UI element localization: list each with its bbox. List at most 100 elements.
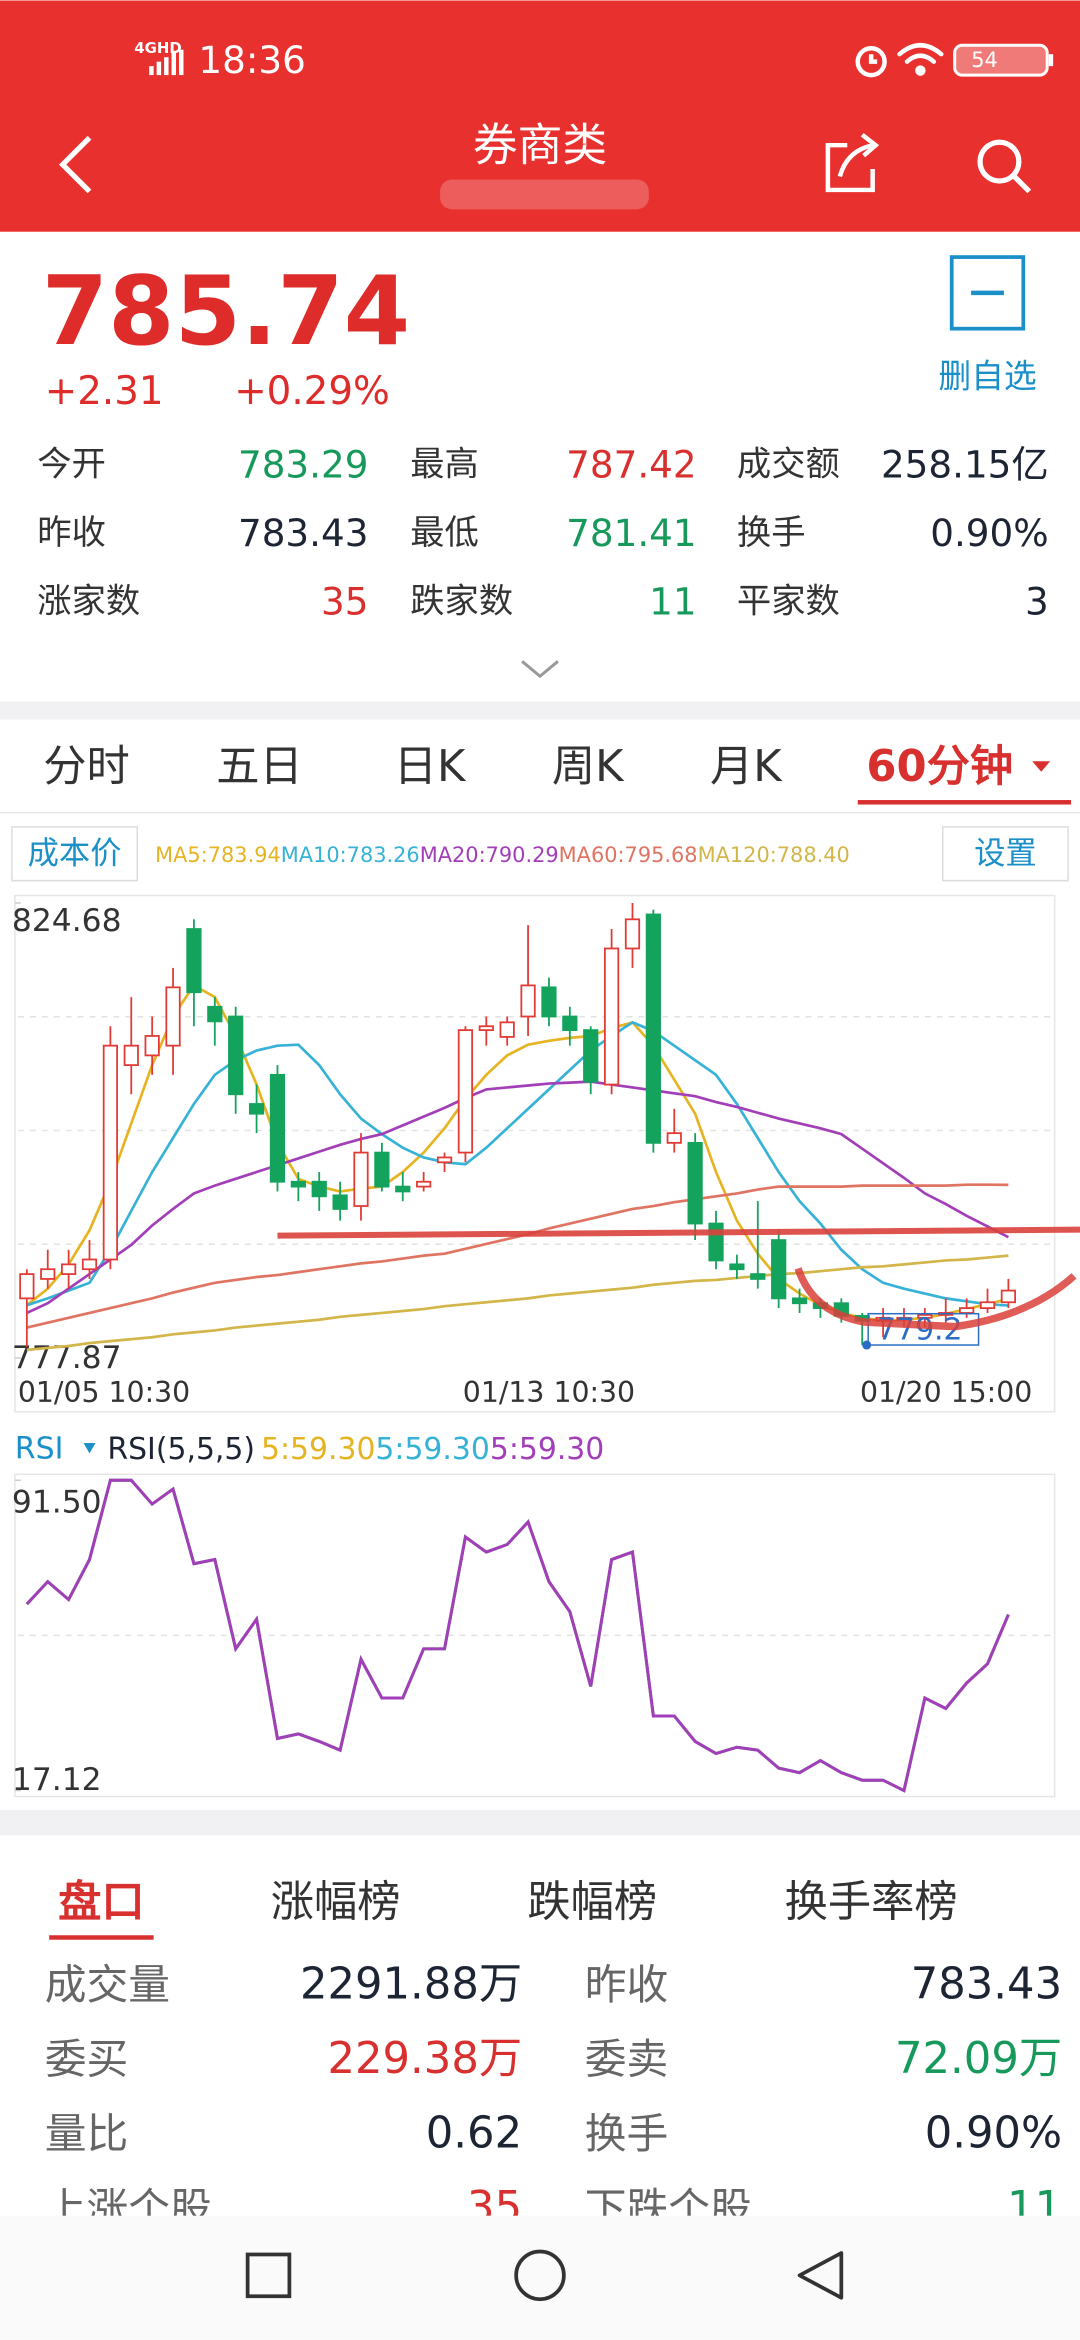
y-tick-label: 91.50 [12, 1485, 102, 1521]
orderbook-label: 量比 [45, 2109, 128, 2158]
y-tick-label: 824.68 [12, 903, 122, 939]
rsi-legend-item: 5:59.30 [490, 1431, 604, 1466]
stat-label: 最高 [410, 444, 479, 484]
stat-label: 成交额 [737, 444, 840, 484]
period-tab[interactable]: 月K [710, 742, 783, 792]
rsi-dropdown[interactable] [83, 1442, 96, 1454]
orderbook-label: 昨收 [585, 1960, 669, 2009]
candle-body [624, 918, 641, 950]
candle-body [541, 986, 557, 1018]
candle-body [332, 1194, 348, 1210]
list-tab[interactable]: 盘口 [58, 1877, 145, 1927]
battery-tip [1048, 54, 1054, 67]
orderbook-value: 2291.88万 [300, 1959, 522, 2009]
low-label: 779.2 [877, 1313, 962, 1348]
ma-legend-item: MA120:788.40 [698, 843, 850, 867]
candle-body [583, 1029, 599, 1083]
nav-back[interactable] [797, 2251, 844, 2300]
candle-body [520, 984, 536, 1018]
candle-body [416, 1180, 432, 1188]
stat-label: 昨收 [37, 513, 106, 553]
stat-value: 11 [649, 580, 696, 624]
back-button[interactable] [58, 135, 92, 194]
candle-body [165, 986, 181, 1047]
orderbook-label: 委卖 [585, 2035, 669, 2084]
period-tab[interactable]: 五日 [216, 742, 303, 792]
rsi-legend-item: 5:59.30 [261, 1431, 375, 1466]
settings-button[interactable] [942, 826, 1069, 882]
stat-label: 最低 [410, 513, 479, 553]
candle-body [1000, 1289, 1017, 1304]
candle-body [499, 1021, 515, 1038]
candle-body [729, 1263, 745, 1271]
list-tab[interactable]: 涨幅榜 [271, 1877, 401, 1927]
list-tabs: 盘口 涨幅榜 跌幅榜 换手率榜 [49, 1877, 958, 1940]
share-button[interactable] [825, 132, 880, 193]
candle-body [311, 1180, 327, 1198]
watch-button[interactable] [949, 255, 1026, 331]
period-tab[interactable]: 周K [552, 742, 625, 792]
candle-body [645, 913, 661, 1144]
candle-body [61, 1263, 77, 1275]
candle-body [436, 1156, 453, 1164]
orderbook-value: 72.09万 [895, 2034, 1062, 2084]
ma-legend-item: MA10:783.26 [281, 843, 420, 867]
x-tick-label: 01/20 15:00 [860, 1376, 1032, 1409]
candle-body [248, 1103, 265, 1115]
change-pct: +0.29% [234, 369, 390, 414]
stat-label: 跌家数 [410, 582, 513, 622]
search-button[interactable] [977, 139, 1032, 194]
price: 785.74 [42, 255, 410, 367]
cost-label[interactable]: 成本价 [28, 836, 122, 872]
nav-home[interactable] [514, 2249, 566, 2302]
candle-body [290, 1180, 306, 1188]
rsi-chart: 91.50 17.12 [12, 1478, 1052, 1798]
list-tab[interactable]: 换手率榜 [785, 1877, 958, 1927]
ma-legend: MA5:783.94MA10:783.26MA20:790.29MA60:795… [155, 843, 850, 867]
orderbook-value: 0.62 [426, 2109, 522, 2159]
rsi-selector[interactable]: RSI [15, 1431, 63, 1466]
candle-body [896, 1316, 912, 1321]
rsi-legend-item: 5:59.30 [375, 1431, 489, 1466]
candle-body [687, 1141, 703, 1225]
orderbook-label: 换手 [585, 2109, 669, 2158]
list-tab[interactable]: 跌幅榜 [527, 1877, 657, 1927]
battery-icon [953, 43, 1049, 77]
rsi-line [25, 1478, 1010, 1793]
stat-value: 258.15亿 [881, 442, 1049, 486]
tab-dropdown[interactable] [1032, 761, 1051, 772]
orderbook-value: 229.38万 [328, 2034, 523, 2084]
divider [0, 811, 1080, 814]
drawn-line [277, 1226, 1080, 1239]
kline-frame [14, 894, 1056, 1413]
stat-value: 3 [1025, 580, 1049, 624]
drawn-curve [794, 1267, 1077, 1331]
period-tab[interactable]: 分时 [43, 742, 130, 792]
stat-label: 换手 [737, 513, 806, 553]
candle-body [666, 1132, 682, 1144]
battery-level: 54 [971, 48, 998, 72]
candle-body [374, 1151, 390, 1188]
orderbook-value: 0.90% [925, 2109, 1062, 2159]
candle-body [771, 1239, 787, 1300]
expand-chevron[interactable] [521, 660, 559, 679]
candle-body [186, 928, 202, 994]
watch-label[interactable]: 删自选 [938, 357, 1036, 395]
candle-body [708, 1222, 724, 1262]
cost-button[interactable] [11, 826, 138, 882]
period-tab[interactable]: 60分钟 [866, 742, 1013, 792]
candle-body [102, 1044, 118, 1261]
settings-label[interactable]: 设置 [974, 836, 1037, 872]
ma-legend-item: MA20:790.29 [420, 843, 559, 867]
ma-legend-item: MA60:795.68 [559, 843, 698, 867]
period-tab[interactable]: 日K [394, 742, 467, 792]
x-tick-label: 01/05 10:30 [18, 1376, 190, 1409]
wifi-icon [897, 43, 944, 76]
separator [0, 701, 1080, 720]
orderbook-label: 委买 [45, 2035, 128, 2084]
tab-underline [857, 800, 1072, 805]
candle-body [562, 1015, 578, 1032]
nav-recents[interactable] [245, 2252, 292, 2299]
